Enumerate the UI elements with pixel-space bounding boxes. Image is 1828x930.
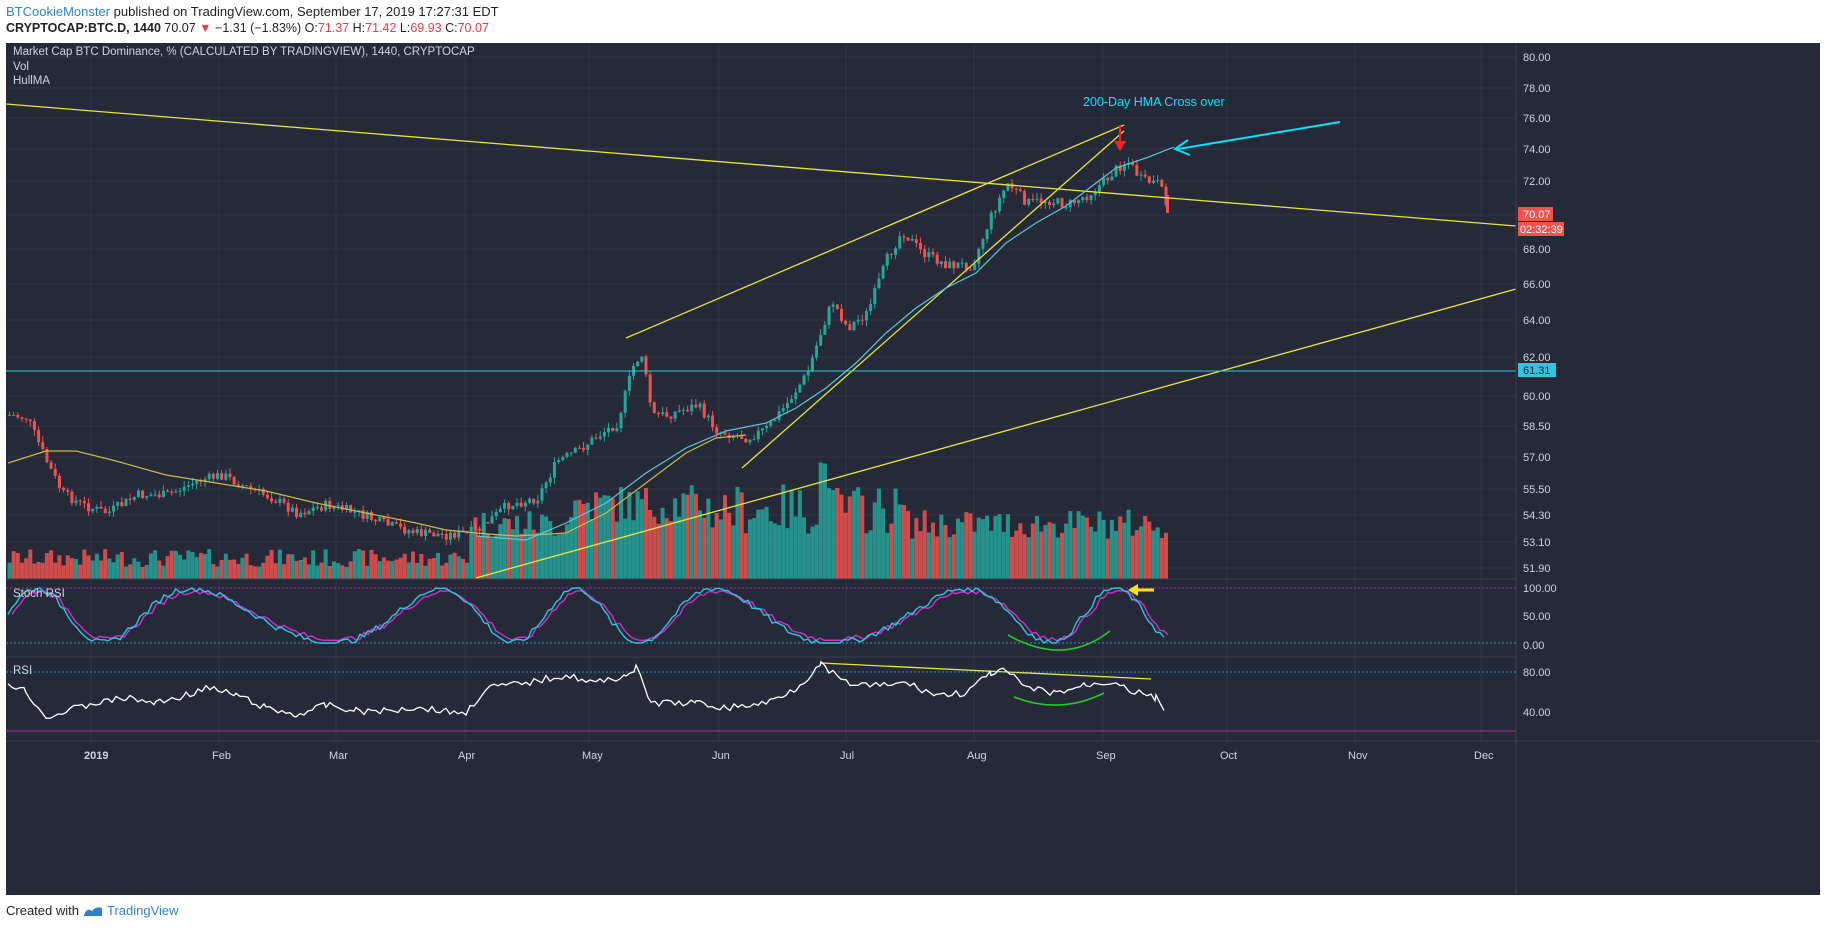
countdown-label: 02:32:39	[1520, 224, 1563, 236]
time-axis[interactable]: 2019 Feb Mar Apr May Jun Jul Aug Sep Oct…	[84, 750, 1494, 762]
price-tick: 51.90	[1523, 563, 1551, 575]
price-tick: 62.00	[1523, 352, 1551, 364]
tradingview-link[interactable]: TradingView	[106, 903, 179, 918]
trendline-wedge-lower[interactable]	[741, 130, 1125, 469]
price-tick: 58.50	[1523, 421, 1551, 433]
price-tick: 80.00	[1523, 52, 1551, 64]
footer: Created with TradingView	[6, 903, 179, 918]
time-tick: 2019	[84, 750, 108, 762]
time-tick: May	[582, 750, 603, 762]
trendline-wedge-upper[interactable]	[625, 124, 1125, 339]
stoch-bottom-curve	[1007, 630, 1111, 651]
legend-vol: Vol	[13, 61, 29, 73]
cyan-arrow-icon	[1172, 121, 1341, 156]
trendline-long-support[interactable]	[475, 288, 1517, 579]
trendlines[interactable]	[6, 103, 1517, 680]
stoch-tick: 50.00	[1523, 611, 1551, 623]
price-tick: 60.00	[1523, 391, 1551, 403]
time-tick: Nov	[1348, 750, 1368, 762]
legend-rsi: RSI	[13, 665, 32, 677]
trendline-rsi-divergence[interactable]	[820, 662, 1152, 680]
rsi-tick: 80.00	[1523, 667, 1551, 679]
price-tick: 54.30	[1523, 510, 1551, 522]
hma-line	[475, 146, 1175, 541]
legend-stoch: Stoch RSI	[13, 588, 65, 600]
rsi-pane	[6, 660, 1516, 732]
volume-bars	[7, 462, 1168, 579]
stoch-rsi-pane	[6, 584, 1516, 651]
price-tick: 74.00	[1523, 144, 1551, 156]
stoch-tick: 0.00	[1523, 640, 1544, 652]
time-tick: Jul	[840, 750, 854, 762]
author-link[interactable]: BTCookieMonster	[6, 4, 111, 19]
open-label: O:	[304, 21, 318, 35]
time-tick: Oct	[1220, 750, 1237, 762]
open-value: 71.37	[317, 21, 350, 35]
close-value: 70.07	[457, 21, 489, 35]
ohlc-line: CRYPTOCAP:BTC.D, 1440 70.07 ▼ −1.31 (−1.…	[6, 20, 499, 37]
published-text: published on TradingView.com, September …	[113, 4, 499, 19]
hline-price-label: 61.31	[1523, 365, 1551, 377]
grid-lines	[6, 43, 1516, 741]
price-tick: 78.00	[1523, 83, 1551, 95]
time-tick: Jun	[712, 750, 730, 762]
time-tick: Aug	[967, 750, 987, 762]
annotation-text: 200-Day HMA Cross over	[1083, 95, 1225, 109]
rsi-line	[7, 660, 1165, 720]
down-arrow-icon: ▼	[199, 21, 212, 35]
yellow-left-arrow-icon	[1128, 584, 1154, 596]
legend-hma: HullMA	[13, 75, 50, 87]
time-tick: Feb	[212, 750, 231, 762]
last-price-label: 70.07	[1523, 209, 1551, 221]
candles	[8, 157, 1169, 546]
price-tick: 57.00	[1523, 452, 1551, 464]
rsi-tick: 40.00	[1523, 707, 1551, 719]
price-tick: 55.50	[1523, 484, 1551, 496]
price-tick: 66.00	[1523, 279, 1551, 291]
publish-line: BTCookieMonster published on TradingView…	[6, 3, 499, 20]
stoch-k-line	[7, 587, 1165, 644]
price-tick: 68.00	[1523, 244, 1551, 256]
close-label: C:	[445, 21, 458, 35]
red-down-arrow-icon	[1114, 125, 1126, 151]
high-label: H:	[352, 21, 366, 35]
tradingview-logo-icon	[83, 906, 102, 916]
time-tick: Dec	[1474, 750, 1494, 762]
symbol-label: CRYPTOCAP:BTC.D, 1440	[6, 21, 161, 35]
created-with-text: Created with	[6, 903, 79, 918]
chart-canvas[interactable]: 200-Day HMA Cross over Market	[6, 43, 1820, 895]
trendline-long-resistance[interactable]	[6, 103, 1517, 227]
last-price: 70.07	[164, 21, 196, 35]
price-tick: 76.00	[1523, 113, 1551, 125]
low-label: L:	[399, 21, 411, 35]
legend-main: Market Cap BTC Dominance, % (CALCULATED …	[13, 46, 475, 58]
high-value: 71.42	[365, 21, 397, 35]
chart-area[interactable]: 200-Day HMA Cross over Market	[6, 43, 1820, 895]
price-tick: 53.10	[1523, 537, 1551, 549]
time-tick: Sep	[1096, 750, 1116, 762]
price-axis[interactable]: 80.00 78.00 76.00 74.00 72.00 68.00 66.0…	[1518, 52, 1564, 719]
stoch-tick: 100.00	[1523, 583, 1557, 595]
price-tick: 64.00	[1523, 315, 1551, 327]
chart-header: BTCookieMonster published on TradingView…	[6, 3, 499, 37]
low-value: 69.93	[410, 21, 442, 35]
price-tick: 72.00	[1523, 176, 1551, 188]
rsi-bottom-curve	[1013, 692, 1105, 706]
hma-200-line	[7, 434, 747, 537]
price-change: −1.31 (−1.83%)	[215, 21, 302, 35]
time-tick: Apr	[458, 750, 475, 762]
time-tick: Mar	[329, 750, 348, 762]
